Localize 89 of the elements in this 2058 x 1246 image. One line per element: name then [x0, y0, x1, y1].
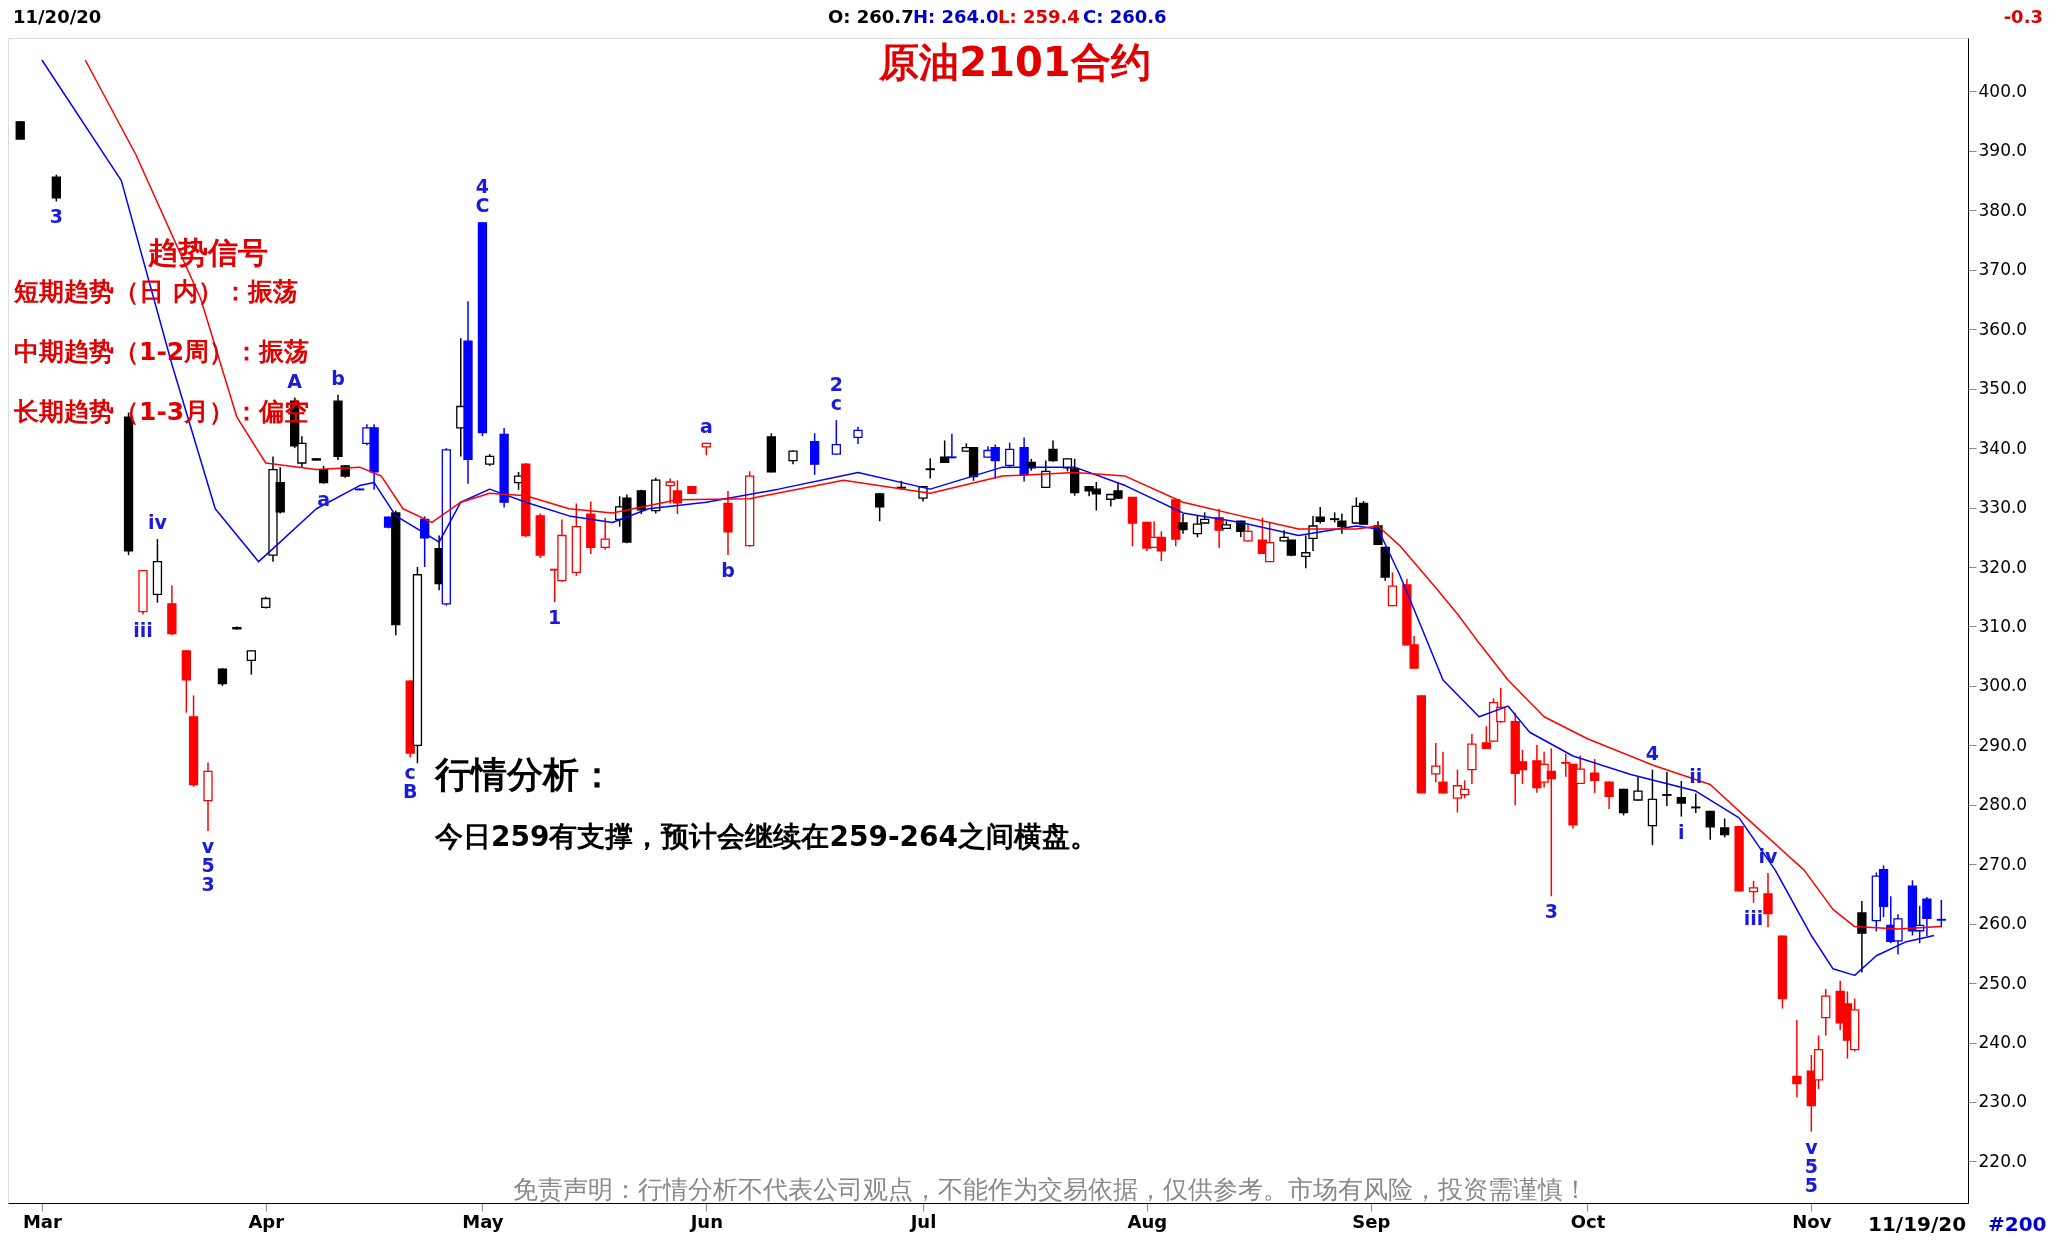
- y-tick-label: 360.0: [1978, 318, 2028, 339]
- text: O: 260.7: [828, 6, 914, 27]
- candlestick: [1070, 458, 1080, 497]
- x-tick-label: May: [462, 1210, 504, 1232]
- annotation: a: [699, 414, 713, 437]
- y-tick-label: 380.0: [1978, 199, 2028, 220]
- candlestick: [875, 492, 885, 522]
- candlestick: [51, 173, 61, 203]
- annotation: i: [1678, 820, 1685, 843]
- candlestick: [636, 488, 646, 515]
- annotation: a: [317, 487, 330, 510]
- annotation: 行情分析：: [434, 754, 615, 795]
- text: L: 259.4: [998, 6, 1080, 27]
- candlestick: [1618, 787, 1629, 817]
- candlestick: [1590, 758, 1600, 794]
- y-tick-label: 260.0: [1978, 913, 2028, 934]
- candlestick: [1763, 872, 1773, 928]
- annotation: iv: [147, 511, 168, 534]
- y-tick-label: 270.0: [1978, 853, 2028, 874]
- annotation: 趋势信号: [147, 235, 268, 270]
- y-tick-label: 390.0: [1978, 140, 2028, 161]
- y-tick-label: 290.0: [1978, 734, 2028, 755]
- annotation: iii: [1743, 906, 1764, 929]
- candlestick: [1691, 792, 1701, 814]
- candlestick: [1857, 900, 1867, 974]
- y-tick-label: 310.0: [1978, 615, 2028, 636]
- candlestick: [940, 439, 950, 464]
- candlestick: [1662, 771, 1672, 807]
- candlestick: [1922, 896, 1932, 937]
- text: -0.3: [2003, 6, 2043, 27]
- annotation: b: [331, 366, 345, 389]
- y-tick-label: 370.0: [1978, 259, 2028, 280]
- candlestick: [925, 457, 935, 480]
- annotation: A: [287, 369, 303, 392]
- annotation: b: [721, 559, 735, 582]
- x-tick-label: Mar: [22, 1210, 62, 1232]
- annotation: 免责声明：行情分析不代表公司观点，不能作为交易依据，仅供参考。市场有风险，投资需谨慎！: [512, 1175, 1588, 1204]
- y-tick-label: 240.0: [1978, 1032, 2028, 1053]
- candlestick: [1387, 571, 1398, 607]
- text: C: 260.6: [1083, 6, 1167, 27]
- annotation: 3: [1544, 900, 1558, 923]
- annotation: 今日259有支撑，预计会继续在259-264之间横盘。: [434, 820, 1098, 853]
- candlestick: [1792, 1019, 1802, 1098]
- candlestick: [1936, 899, 1946, 928]
- x-tick-label: Sep: [1352, 1210, 1391, 1232]
- x-tick-label: Oct: [1570, 1210, 1606, 1232]
- candlestick: [1214, 508, 1224, 549]
- candlestick: [1705, 809, 1715, 841]
- y-tick-label: 280.0: [1978, 794, 2028, 815]
- candlestick: [1604, 780, 1614, 810]
- candlestick: [831, 419, 841, 456]
- y-tick-label: 350.0: [1978, 378, 2028, 399]
- x-tick-label: Nov: [1792, 1210, 1832, 1232]
- candlestick: [665, 477, 675, 505]
- candlestick: [1720, 817, 1730, 839]
- candlestick: [1676, 780, 1686, 818]
- candlestick: [1005, 442, 1015, 468]
- y-tick-label: 320.0: [1978, 556, 2028, 577]
- y-tick-label: 230.0: [1978, 1091, 2028, 1112]
- candlestick: [1748, 880, 1759, 904]
- y-tick-label: 300.0: [1978, 675, 2028, 696]
- text: H: 264.0: [913, 6, 999, 27]
- y-tick-label: 220.0: [1978, 1150, 2028, 1171]
- text: #200: [1988, 1212, 2047, 1236]
- candlestick: [1431, 742, 1441, 783]
- candlestick: [947, 433, 957, 459]
- x-tick-label: Apr: [248, 1210, 285, 1232]
- candlestick: [1633, 776, 1643, 802]
- x-tick-label: Jul: [908, 1210, 937, 1232]
- candlestick: [810, 432, 820, 476]
- annotation: 3: [49, 205, 63, 228]
- annotation: iii: [133, 618, 153, 641]
- y-tick-label: 340.0: [1978, 437, 2028, 458]
- annotation: 1: [548, 606, 562, 629]
- y-tick-label: 400.0: [1978, 80, 2028, 101]
- y-tick-label: 250.0: [1978, 972, 2028, 993]
- candlestick: [1438, 751, 1448, 795]
- candlestick: [1178, 513, 1188, 535]
- candlestick: [246, 649, 256, 676]
- text: 11/19/20: [1868, 1212, 1967, 1236]
- x-tick-label: Jun: [688, 1210, 723, 1232]
- candlestick: [600, 516, 610, 551]
- text: 11/20/20: [13, 6, 102, 27]
- chart-title: 原油2101合约: [878, 39, 1151, 85]
- x-tick-label: Aug: [1127, 1210, 1168, 1232]
- candlestick: [1821, 988, 1831, 1037]
- annotation: 4: [1645, 741, 1660, 764]
- y-tick-label: 330.0: [1978, 497, 2028, 518]
- candlestick: [1048, 439, 1058, 463]
